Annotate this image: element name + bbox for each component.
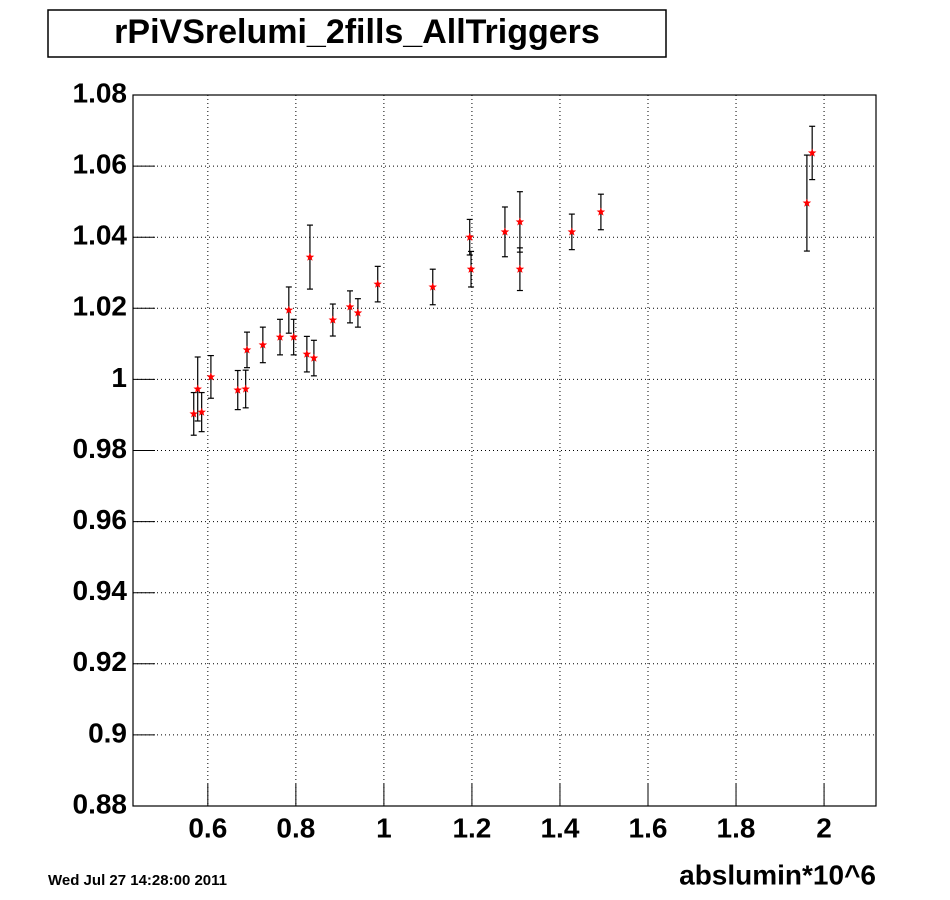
data-point [328,315,338,324]
data-point [345,302,355,311]
data-point [465,232,475,241]
y-tick-label: 0.92 [73,646,128,677]
date-stamp: Wed Jul 27 14:28:00 2011 [48,872,227,889]
x-tick-label: 1.6 [629,812,668,843]
data-point [189,409,199,418]
data-point [197,407,206,416]
y-tick-label: 0.88 [73,788,128,819]
x-tick-label: 0.8 [276,812,315,843]
data-point [309,353,319,362]
y-tick-label: 0.96 [73,504,128,535]
data-point [567,227,577,236]
x-axis-label: abslumin*10^6 [679,859,876,890]
data-point [515,264,525,273]
plot-frame [132,94,877,807]
y-tick-label: 0.94 [73,575,128,606]
y-tick-label: 0.9 [88,717,127,748]
x-tick-label: 0.6 [188,812,227,843]
data-point [373,279,383,288]
data-point [466,264,476,273]
y-tick-label: 0.98 [73,433,128,464]
data-point [428,282,438,291]
data-point [275,332,285,341]
data-point [353,308,363,317]
x-tick-label: 1.2 [452,812,491,843]
x-tick-label: 2 [816,812,832,843]
x-tick-label: 1.4 [540,812,579,843]
data-point [802,198,812,207]
data-point [258,340,268,349]
data-point [233,385,243,394]
data-point [500,227,510,236]
title-box [47,9,667,58]
y-tick-label: 1.06 [73,148,128,179]
data-point [193,384,202,393]
y-tick-label: 1 [111,362,127,393]
data-point [206,372,216,381]
data-point [596,207,606,216]
plot-area: 0.88 0.9 0.92 0.94 0.96 0.98 1 1.02 1.04 1.06 1.08… [73,77,876,843]
data-point [242,345,252,354]
data-point [807,148,817,157]
x-tick-label: 1.8 [717,812,756,843]
data-point [305,252,315,261]
y-tick-label: 1.08 [73,77,128,108]
y-tick-label: 1.04 [73,220,128,251]
y-tick-label: 1.02 [73,291,128,322]
data-point [515,217,525,226]
chart-title: rPiVSrelumi_2fills_AllTriggers [114,13,600,51]
data-point [241,384,250,393]
x-tick-label: 1 [376,812,392,843]
data-point [302,349,312,358]
data-point [284,305,294,314]
data-point [289,332,298,341]
